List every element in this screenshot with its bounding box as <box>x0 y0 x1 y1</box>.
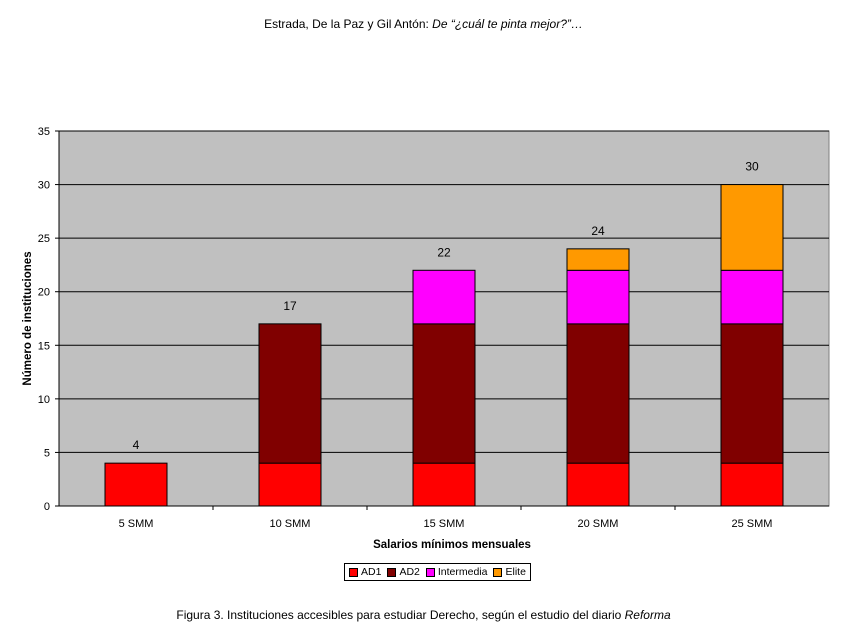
bar-segment-ad1 <box>720 462 784 507</box>
y-axis-title: Número de instituciones <box>22 251 34 385</box>
legend-label: Intermedia <box>437 566 488 578</box>
legend-swatch <box>493 567 503 577</box>
legend-label: AD1 <box>361 566 382 578</box>
bar-total-label: 24 <box>591 224 605 238</box>
chart-legend: AD1 AD2 Intermedia Elite <box>344 563 531 581</box>
bar-segment-elite <box>566 248 630 271</box>
y-tick-label: 15 <box>38 340 50 352</box>
legend-swatch <box>349 567 358 577</box>
bar-segment-intermedia <box>412 269 476 325</box>
legend-swatch <box>387 567 397 577</box>
bar-segment-intermedia <box>720 269 784 325</box>
x-tick-label: 15 SMM <box>424 518 465 530</box>
y-tick-label: 30 <box>38 180 50 192</box>
bar-total-label: 22 <box>437 245 451 259</box>
bar-total-label: 4 <box>133 438 140 452</box>
legend-item-intermedia: Intermedia <box>425 566 488 578</box>
legend-swatch <box>425 567 435 577</box>
x-tick-label: 25 SMM <box>732 518 773 530</box>
y-tick-label: 5 <box>44 447 50 459</box>
bar-segment-elite <box>720 184 784 271</box>
bar-segment-ad2 <box>720 323 784 464</box>
page-header: Estrada, De la Paz y Gil Antón: De “¿cuá… <box>0 17 847 31</box>
bar-total-label: 30 <box>745 160 759 174</box>
stacked-bar-chart: 0 5 10 15 20 25 30 35 4 5 SMM 17 10 SMM 22 15 SMM 24 20… <box>22 126 830 551</box>
x-axis-title: Salarios mínimos mensuales <box>373 539 531 551</box>
caption-text: Figura 3. Instituciones accesibles para … <box>176 608 625 622</box>
bar-segment-ad1 <box>566 462 630 507</box>
figure-caption: Figura 3. Instituciones accesibles para … <box>0 608 847 622</box>
bar-segment-ad1 <box>104 462 168 507</box>
legend-label: Elite <box>505 566 526 578</box>
x-tick-label: 5 SMM <box>119 518 154 530</box>
y-tick-label: 0 <box>44 501 50 513</box>
bar-segment-ad1 <box>412 462 476 507</box>
bar-total-label: 17 <box>283 299 297 313</box>
legend-item-ad1: AD1 <box>349 566 381 578</box>
bar-segment-ad2 <box>412 323 476 464</box>
bar-segment-ad1 <box>258 462 322 507</box>
y-tick-label: 25 <box>38 233 50 245</box>
bar-segment-intermedia <box>566 269 630 325</box>
caption-source: Reforma <box>624 608 671 622</box>
bar-segment-ad2 <box>258 323 322 464</box>
legend-item-ad2: AD2 <box>387 566 420 578</box>
x-tick-label: 20 SMM <box>578 518 619 530</box>
header-authors: Estrada, De la Paz y Gil Antón: <box>264 17 433 31</box>
header-work-title: De “¿cuál te pinta mejor?”… <box>432 17 583 31</box>
y-tick-label: 20 <box>38 287 50 299</box>
legend-item-elite: Elite <box>493 566 526 578</box>
y-tick-label: 35 <box>38 126 50 138</box>
x-tick-label: 10 SMM <box>270 518 311 530</box>
legend-label: AD2 <box>399 566 420 578</box>
y-tick-label: 10 <box>38 394 50 406</box>
bar-segment-ad2 <box>566 323 630 464</box>
